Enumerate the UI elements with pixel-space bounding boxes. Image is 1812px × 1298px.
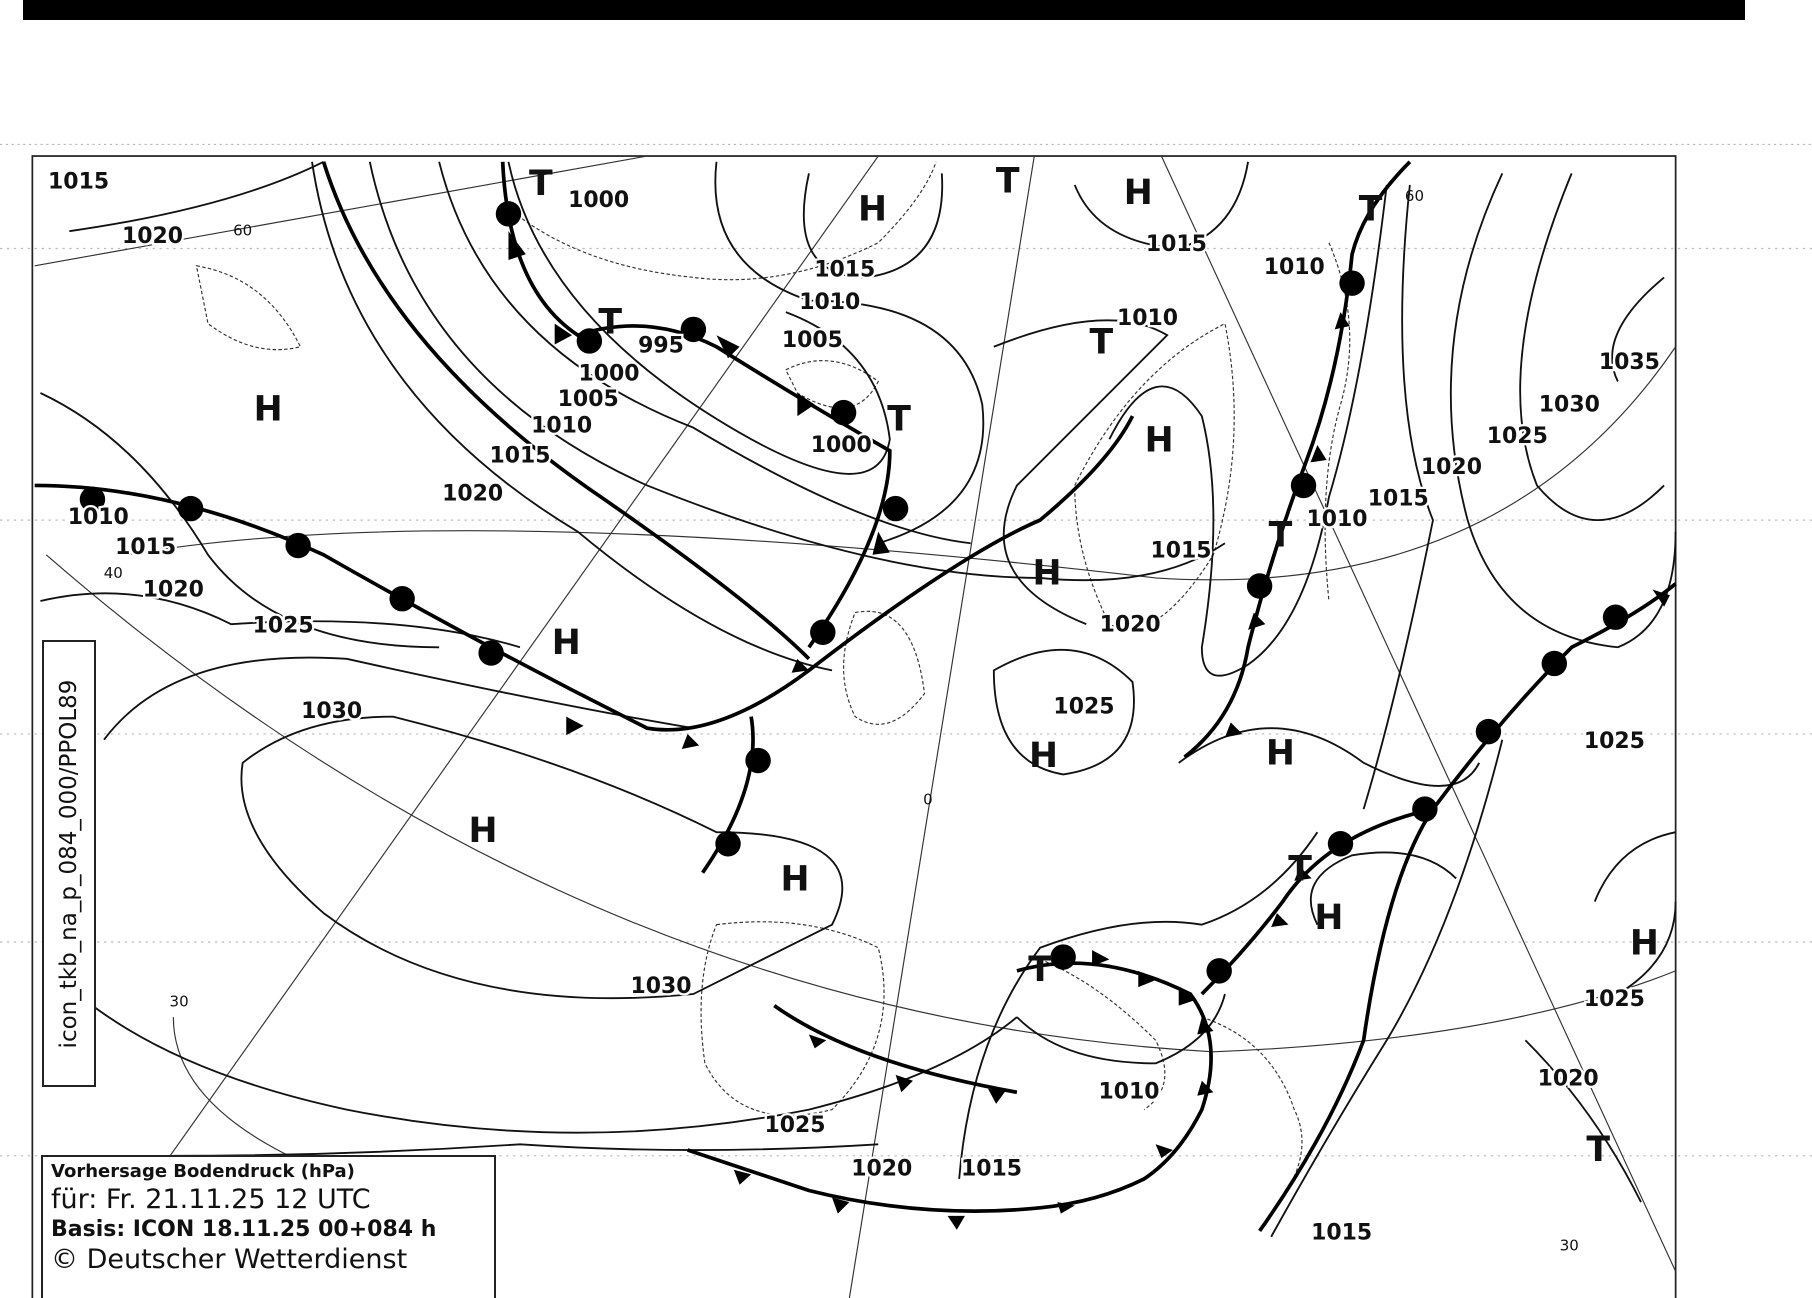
isobar-label: 1020 — [851, 1157, 912, 1182]
isobar-label: 1015 — [1146, 232, 1207, 257]
isobar-label: 1015 — [1368, 486, 1429, 511]
isobar-label: 1025 — [253, 613, 314, 638]
isobar-label: 1025 — [1053, 694, 1114, 719]
isobar-label: 1015 — [48, 170, 109, 195]
isobar-label: 1020 — [1538, 1067, 1599, 1092]
low-pressure-marker: T — [1269, 515, 1293, 555]
isobar-label: 1015 — [489, 444, 550, 469]
isobar-label: 1015 — [1311, 1220, 1372, 1245]
isobar-label: 1020 — [122, 224, 183, 249]
chart-id-text: icon_tkb_na_p_084_000/PPOL89 — [56, 679, 82, 1048]
high-pressure-marker: H — [858, 189, 887, 229]
isobar-label: 1005 — [558, 387, 619, 412]
high-pressure-marker: H — [1145, 421, 1174, 461]
isobar-label: 1010 — [1099, 1079, 1160, 1104]
isobar-label: 1010 — [531, 414, 592, 439]
high-pressure-marker: H — [1029, 736, 1058, 776]
isobar-label: 1010 — [1264, 255, 1325, 280]
isobar-label: 1000 — [568, 188, 629, 213]
isobar-label: 1015 — [1151, 538, 1212, 563]
high-pressure-marker: H — [1032, 553, 1061, 593]
high-pressure-marker: H — [552, 623, 581, 663]
high-pressure-marker: H — [469, 811, 498, 851]
isobar-label: 1010 — [1307, 507, 1368, 532]
chart-id-label: icon_tkb_na_p_084_000/PPOL89 — [42, 640, 96, 1087]
isobar-label: 1025 — [765, 1113, 826, 1138]
graticule-label: 60 — [233, 222, 252, 240]
high-pressure-marker: H — [1124, 173, 1153, 213]
noise-lines — [0, 143, 1812, 1157]
isobar-label: 1015 — [115, 535, 176, 560]
low-pressure-marker: T — [1028, 950, 1052, 990]
isobar-label: 1000 — [578, 361, 639, 386]
isobar-label: 1025 — [1584, 987, 1645, 1012]
isobar-label: 1015 — [961, 1157, 1022, 1182]
header-bar — [23, 0, 1745, 20]
legend-title: Vorhersage Bodendruck (hPa) — [51, 1161, 355, 1182]
legend-valid-time: für: Fr. 21.11.25 12 UTC — [51, 1184, 371, 1215]
isobar-label: 1030 — [630, 974, 691, 999]
isobar-label: 1015 — [814, 257, 875, 282]
graticule-label: 60 — [1405, 187, 1424, 205]
isobar-label: 1025 — [1487, 424, 1548, 449]
isobar-label: 1010 — [1117, 306, 1178, 331]
isobar-label: 1020 — [143, 578, 204, 603]
isobar-label: 1020 — [1100, 612, 1161, 637]
high-pressure-marker: H — [1630, 923, 1659, 963]
isobar-label: 995 — [638, 334, 684, 359]
isobar-label: 1030 — [1539, 393, 1600, 418]
isobar-label: 1025 — [1584, 729, 1645, 754]
graticule-label: 0 — [923, 790, 933, 808]
graticule-label: 30 — [1560, 1236, 1579, 1254]
weather-fronts — [34, 160, 1677, 1233]
coastlines — [195, 161, 1351, 1214]
isobar-label: 1010 — [799, 290, 860, 315]
isobar-label: 1000 — [811, 433, 872, 458]
low-pressure-marker: T — [996, 162, 1020, 202]
low-pressure-marker: T — [1288, 849, 1312, 889]
legend-basis: Basis: ICON 18.11.25 00+084 h — [51, 1217, 437, 1242]
low-pressure-marker: T — [598, 303, 622, 343]
isobar-label: 1005 — [782, 328, 843, 353]
graticule-label: 40 — [104, 564, 123, 582]
low-pressure-marker: T — [1359, 189, 1383, 229]
high-pressure-marker: H — [1266, 734, 1295, 774]
low-pressure-marker: T — [1089, 322, 1113, 362]
graticule — [34, 155, 1677, 1298]
isobar-label: 1010 — [68, 505, 129, 530]
high-pressure-marker: H — [781, 860, 810, 900]
graticule-label: 30 — [170, 993, 189, 1011]
low-pressure-marker: T — [887, 400, 911, 440]
low-pressure-marker: T — [529, 164, 553, 204]
legend-copyright: © Deutscher Wetterdienst — [51, 1244, 408, 1275]
isobar-label: 1035 — [1599, 350, 1660, 375]
legend-box: Vorhersage Bodendruck (hPa) für: Fr. 21.… — [41, 1155, 496, 1298]
high-pressure-marker: H — [1314, 898, 1343, 938]
map-frame — [31, 155, 1677, 1298]
isobars — [40, 160, 1677, 1238]
isobar-label: 1030 — [301, 699, 362, 724]
isobar-label: 1020 — [1421, 455, 1482, 480]
isobar-label: 1020 — [442, 482, 503, 507]
low-pressure-marker: T — [1586, 1130, 1610, 1170]
high-pressure-marker: H — [254, 389, 283, 429]
